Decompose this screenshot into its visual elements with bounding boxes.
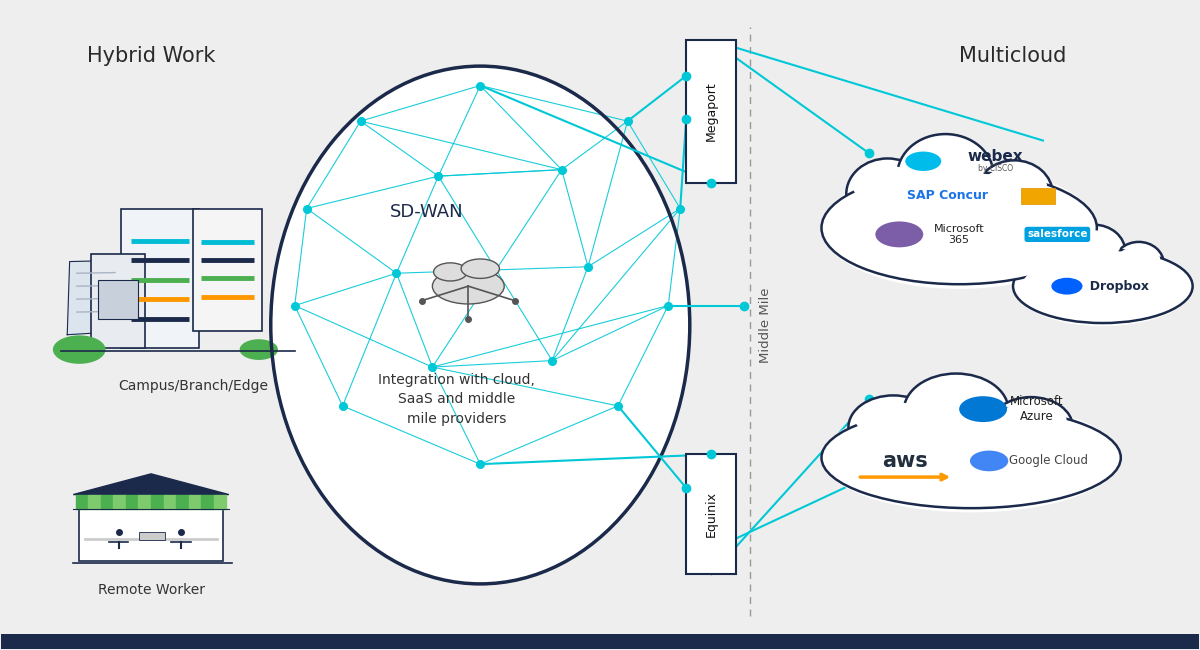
FancyBboxPatch shape (139, 532, 166, 540)
Ellipse shape (433, 263, 467, 281)
Text: salesforce: salesforce (1027, 229, 1087, 239)
Ellipse shape (989, 397, 1073, 458)
Ellipse shape (1013, 246, 1193, 326)
Polygon shape (76, 495, 88, 510)
Polygon shape (113, 495, 126, 510)
Circle shape (240, 339, 278, 360)
Ellipse shape (852, 166, 923, 205)
Circle shape (905, 151, 941, 171)
Text: SAP Concur: SAP Concur (907, 189, 988, 202)
Polygon shape (163, 495, 176, 510)
Polygon shape (88, 495, 101, 510)
Polygon shape (126, 495, 138, 510)
Ellipse shape (822, 167, 1097, 289)
Ellipse shape (898, 134, 994, 216)
Ellipse shape (1022, 255, 1183, 317)
Ellipse shape (461, 259, 499, 278)
Circle shape (959, 396, 1007, 422)
Polygon shape (138, 495, 151, 510)
Text: Dropbox: Dropbox (1081, 280, 1148, 292)
Ellipse shape (1067, 230, 1121, 260)
Ellipse shape (432, 268, 504, 304)
Text: Microsoft
365: Microsoft 365 (934, 224, 984, 245)
Circle shape (970, 450, 1008, 471)
Polygon shape (73, 474, 229, 495)
Ellipse shape (995, 404, 1067, 437)
Polygon shape (101, 495, 113, 510)
Text: Remote Worker: Remote Worker (97, 583, 204, 597)
Ellipse shape (1013, 250, 1193, 323)
Circle shape (875, 222, 923, 248)
Ellipse shape (1117, 246, 1160, 271)
Polygon shape (67, 260, 125, 335)
Ellipse shape (822, 403, 1121, 512)
Ellipse shape (846, 159, 929, 230)
FancyBboxPatch shape (686, 454, 737, 574)
Text: webex: webex (967, 150, 1022, 164)
Text: aws: aws (882, 451, 928, 471)
Ellipse shape (271, 66, 690, 584)
Text: Megaport: Megaport (704, 81, 718, 141)
Text: Hybrid Work: Hybrid Work (86, 46, 215, 66)
FancyBboxPatch shape (121, 209, 199, 348)
Circle shape (1051, 278, 1082, 294)
FancyBboxPatch shape (98, 280, 138, 318)
Polygon shape (214, 495, 227, 510)
Text: Integration with cloud,
SaaS and middle
mile providers: Integration with cloud, SaaS and middle … (378, 373, 535, 426)
FancyBboxPatch shape (193, 209, 263, 332)
Ellipse shape (1114, 242, 1164, 286)
Text: Equinix: Equinix (704, 491, 718, 538)
Ellipse shape (904, 374, 1008, 448)
Ellipse shape (982, 168, 1048, 205)
Ellipse shape (1033, 246, 1079, 271)
Ellipse shape (848, 395, 938, 460)
Ellipse shape (905, 143, 986, 188)
Ellipse shape (836, 415, 1106, 500)
Ellipse shape (1062, 225, 1126, 279)
FancyBboxPatch shape (1, 634, 1199, 649)
FancyBboxPatch shape (686, 40, 737, 183)
Polygon shape (188, 495, 202, 510)
Ellipse shape (912, 382, 1001, 422)
Text: SD-WAN: SD-WAN (390, 203, 463, 221)
Polygon shape (202, 495, 214, 510)
Text: by CISCO: by CISCO (978, 164, 1013, 173)
Text: Middle Mile: Middle Mile (758, 287, 772, 363)
FancyBboxPatch shape (91, 254, 145, 348)
Ellipse shape (822, 172, 1097, 284)
Text: Multicloud: Multicloud (959, 46, 1067, 66)
Text: Campus/Branch/Edge: Campus/Branch/Edge (118, 380, 268, 393)
FancyBboxPatch shape (1021, 188, 1055, 204)
Polygon shape (176, 495, 188, 510)
Text: Microsoft
Azure: Microsoft Azure (1010, 395, 1063, 423)
Text: Google Cloud: Google Cloud (1009, 454, 1088, 467)
Ellipse shape (1030, 240, 1084, 287)
Circle shape (53, 335, 106, 364)
Ellipse shape (856, 402, 931, 437)
Ellipse shape (976, 161, 1052, 228)
FancyBboxPatch shape (79, 510, 223, 561)
Polygon shape (151, 495, 163, 510)
Ellipse shape (822, 407, 1121, 508)
Ellipse shape (835, 181, 1084, 275)
